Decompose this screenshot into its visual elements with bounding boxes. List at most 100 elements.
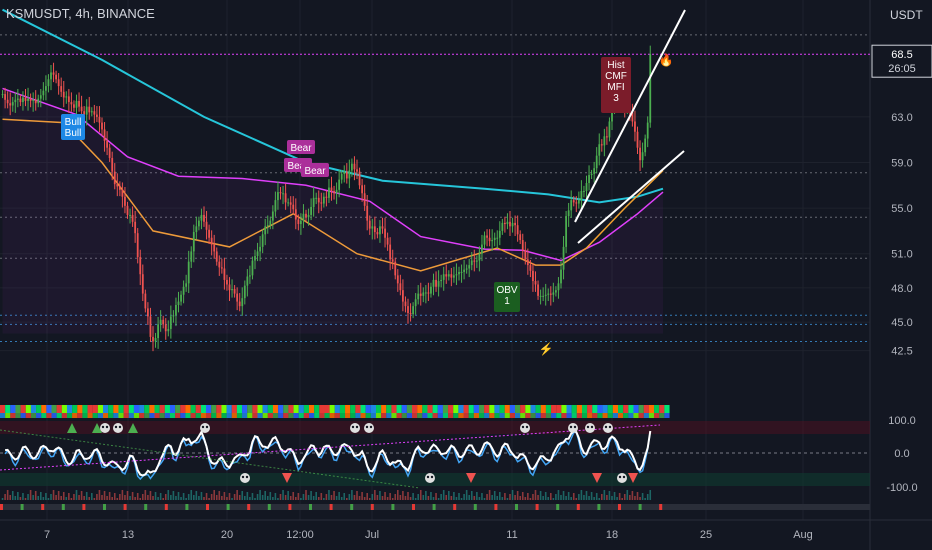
down-arrow-icon [628, 473, 638, 483]
symbol-title[interactable]: KSMUSDT, 4h, BINANCE [6, 6, 155, 21]
volume-bar [200, 492, 203, 500]
candle-body [98, 116, 101, 123]
candle-body [394, 261, 397, 276]
signal-strip-cell [15, 413, 21, 418]
candle-body [177, 301, 180, 305]
candle-body [351, 163, 353, 171]
volume-bar [50, 494, 52, 500]
signal-strip-cell [41, 405, 47, 413]
volume-bar [287, 491, 289, 500]
signal-strip-cell [484, 413, 490, 418]
volume-bar [52, 490, 55, 500]
volume-bar [521, 492, 524, 500]
volume-bar [297, 493, 300, 500]
candle-body [9, 103, 12, 106]
volume-bar [136, 493, 139, 500]
candle-body [353, 163, 356, 170]
moving-averages [2, 8, 664, 334]
signal-strip-cell [20, 413, 26, 418]
candle-body [575, 202, 578, 204]
candle-body [88, 106, 91, 113]
volume-bar [583, 495, 585, 500]
volume-bar [4, 494, 6, 500]
candle-body [465, 268, 468, 270]
volume-bar [491, 495, 493, 500]
candle-body [147, 308, 149, 317]
signal-strip-cell [468, 413, 474, 418]
volume-bar [236, 490, 238, 500]
panda-icon [585, 423, 595, 433]
candle-body [271, 211, 274, 221]
bottom-signal-cell [350, 504, 354, 510]
candle-body [583, 191, 585, 192]
volume-bar [325, 494, 328, 500]
volume-bar [190, 490, 193, 500]
signal-strip-cell [221, 405, 227, 413]
candle-body [256, 251, 259, 256]
candle-body [182, 286, 185, 295]
volume-bar [361, 492, 363, 500]
signal-strip-cell [576, 413, 582, 418]
signal-strip-cell [303, 405, 310, 413]
volume-bar [139, 498, 142, 500]
volume-bar [91, 493, 93, 500]
time-tick-label: 7 [44, 529, 50, 541]
candle-body [373, 226, 376, 233]
volume-bar [504, 493, 506, 500]
volume-bar [412, 493, 414, 500]
candle-body [368, 220, 371, 229]
signal-strip-cell [267, 413, 273, 418]
candle-body [361, 185, 363, 194]
volume-bar [121, 490, 124, 500]
volume-bar [565, 496, 567, 500]
candle-body [175, 305, 177, 316]
up-arrow-icon [67, 423, 77, 433]
bottom-signal-cell [288, 504, 292, 510]
candle-body [200, 214, 203, 221]
candle-body [1, 94, 4, 96]
candle-body [453, 275, 455, 278]
volume-bar [368, 498, 371, 500]
volume-bar [414, 498, 417, 500]
volume-bar [85, 492, 88, 500]
signal-strip-cell [25, 405, 31, 413]
volume-bar [499, 492, 501, 500]
volume-bar [147, 495, 149, 500]
signal-strip-cell [200, 413, 207, 418]
volume-bar [427, 496, 430, 500]
signal-strip-cell [154, 405, 160, 413]
signal-strip-cell [458, 413, 464, 418]
candle-body [447, 274, 450, 277]
volume-bar [215, 495, 218, 500]
signal-strip-cell [607, 413, 613, 418]
volume-bar [435, 493, 437, 500]
panda-icon-eye [622, 475, 626, 479]
candle-body [430, 286, 432, 294]
candlesticks[interactable] [1, 45, 652, 352]
candle-body [24, 97, 27, 101]
signal-strip-cell [278, 413, 284, 418]
candle-body [208, 229, 210, 238]
volume-bar [639, 497, 641, 500]
candle-body [511, 222, 514, 227]
candle-body [417, 293, 420, 300]
candle-body [396, 275, 399, 284]
candle-body [366, 205, 369, 221]
signal-strip-cell [108, 405, 114, 413]
signal-strip-cell [643, 413, 649, 418]
bottom-signal-cell [494, 504, 498, 510]
price-tick-label: 51.0 [891, 249, 912, 261]
candle-body [80, 106, 83, 112]
signal-strip-cell [623, 405, 629, 413]
currency-label[interactable]: USDT [890, 8, 923, 22]
volume-bar [532, 494, 534, 500]
flame-icon: 🔥 [659, 53, 674, 67]
candle-body [493, 237, 496, 241]
signal-strip-cell [329, 405, 335, 413]
panda-icon [520, 423, 530, 433]
volume-bar [60, 496, 62, 500]
signal-strip-cell [123, 413, 129, 418]
signal-strip-cell [654, 413, 660, 418]
volume-bar [501, 497, 504, 500]
